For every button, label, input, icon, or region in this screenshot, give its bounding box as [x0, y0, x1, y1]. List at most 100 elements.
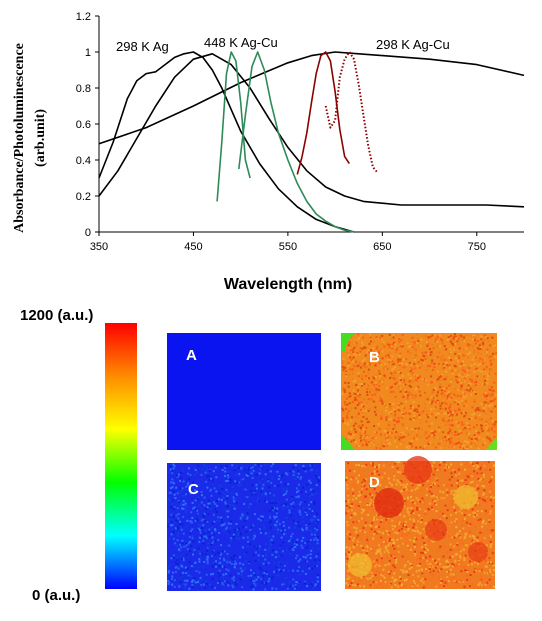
speckle-dot	[372, 347, 375, 350]
speckle-dot	[168, 498, 171, 501]
speckle-dot	[487, 393, 490, 396]
speckle-dot	[377, 423, 380, 426]
speckle-dot	[194, 489, 196, 492]
speckle-dot	[214, 503, 217, 505]
speckle-dot	[211, 577, 214, 580]
speckle-dot	[238, 527, 241, 530]
speckle-dot	[277, 484, 280, 487]
speckle-dot	[404, 389, 407, 392]
speckle-dot	[450, 392, 453, 395]
speckle-dot	[383, 542, 386, 545]
speckle-dot	[477, 471, 480, 474]
speckle-dot	[243, 513, 246, 516]
speckle-dot	[446, 364, 449, 367]
speckle-dot	[210, 494, 213, 497]
speckle-dot	[411, 428, 414, 431]
speckle-dot	[284, 529, 286, 532]
speckle-dot	[197, 527, 200, 530]
speckle-dot	[439, 468, 442, 471]
speckle-dot	[457, 437, 460, 440]
speckle-dot	[478, 432, 480, 435]
speckle-dot	[409, 352, 412, 355]
speckle-dot	[171, 499, 174, 502]
speckle-dot	[362, 478, 365, 481]
speckle-dot	[268, 546, 271, 549]
speckle-dot	[208, 584, 211, 586]
speckle-dot	[402, 542, 405, 545]
speckle-dot	[281, 508, 284, 511]
speckle-dot	[445, 361, 448, 364]
speckle-dot	[481, 485, 484, 488]
speckle-dot	[346, 578, 349, 580]
speckle-dot	[422, 484, 425, 487]
speckle-dot	[465, 413, 468, 416]
speckle-dot	[383, 429, 386, 432]
speckle-dot	[370, 349, 373, 351]
speckle-dot	[414, 582, 416, 585]
speckle-dot	[289, 538, 292, 541]
speckle-dot	[388, 572, 391, 575]
speckle-dot	[411, 529, 414, 532]
speckle-dot	[306, 545, 309, 548]
speckle-dot	[450, 578, 453, 581]
speckle-dot	[447, 394, 450, 396]
speckle-dot	[425, 494, 428, 497]
speckle-dot	[280, 536, 283, 539]
speckle-dot	[193, 577, 196, 580]
speckle-dot	[440, 511, 443, 513]
speckle-dot	[357, 338, 360, 341]
speckle-dot	[345, 546, 348, 549]
speckle-dot	[487, 428, 490, 431]
speckle-dot	[361, 403, 364, 406]
speckle-dot	[234, 560, 237, 563]
speckle-dot	[410, 566, 413, 569]
speckle-dot	[199, 554, 202, 557]
speckle-dot	[206, 560, 209, 562]
speckle-dot	[411, 501, 414, 504]
speckle-dot	[443, 345, 446, 348]
speckle-dot	[316, 580, 319, 583]
speckle-dot	[441, 402, 443, 405]
speckle-dot	[445, 412, 447, 415]
speckle-dot	[404, 542, 406, 545]
speckle-dot	[421, 536, 424, 539]
speckle-dot	[473, 381, 476, 384]
speckle-dot	[417, 484, 420, 487]
speckle-dot	[198, 536, 201, 539]
speckle-dot	[446, 338, 449, 341]
speckle-dot	[382, 541, 385, 543]
speckle-dot	[220, 518, 223, 521]
speckle-dot	[244, 567, 247, 570]
speckle-dot	[393, 547, 396, 550]
speckle-dot	[301, 527, 303, 530]
speckle-dot	[450, 463, 453, 466]
speckle-dot	[454, 388, 457, 390]
speckle-dot	[436, 394, 439, 397]
speckle-dot	[482, 362, 485, 365]
speckle-dot	[301, 529, 304, 532]
speckle-dot	[442, 361, 445, 364]
speckle-dot	[425, 378, 428, 381]
speckle-dot	[372, 490, 375, 492]
speckle-dot	[347, 494, 349, 497]
speckle-dot	[366, 393, 369, 396]
speckle-dot	[388, 539, 391, 542]
speckle-dot	[370, 388, 373, 391]
speckle-dot	[250, 579, 253, 582]
speckle-dot	[189, 473, 192, 476]
speckle-dot	[231, 584, 234, 587]
speckle-dot	[309, 466, 312, 469]
speckle-dot	[395, 446, 398, 449]
speckle-dot	[391, 544, 394, 547]
speckle-dot	[365, 427, 368, 430]
speckle-dot	[462, 394, 465, 397]
speckle-dot	[226, 544, 229, 547]
speckle-dot	[443, 464, 446, 467]
speckle-dot	[413, 363, 416, 366]
speckle-dot	[354, 340, 357, 343]
speckle-dot	[397, 421, 400, 424]
speckle-dot	[387, 477, 390, 480]
speckle-dot	[261, 517, 264, 520]
speckle-dot	[491, 552, 494, 555]
y-tick-label: 0	[85, 227, 91, 239]
